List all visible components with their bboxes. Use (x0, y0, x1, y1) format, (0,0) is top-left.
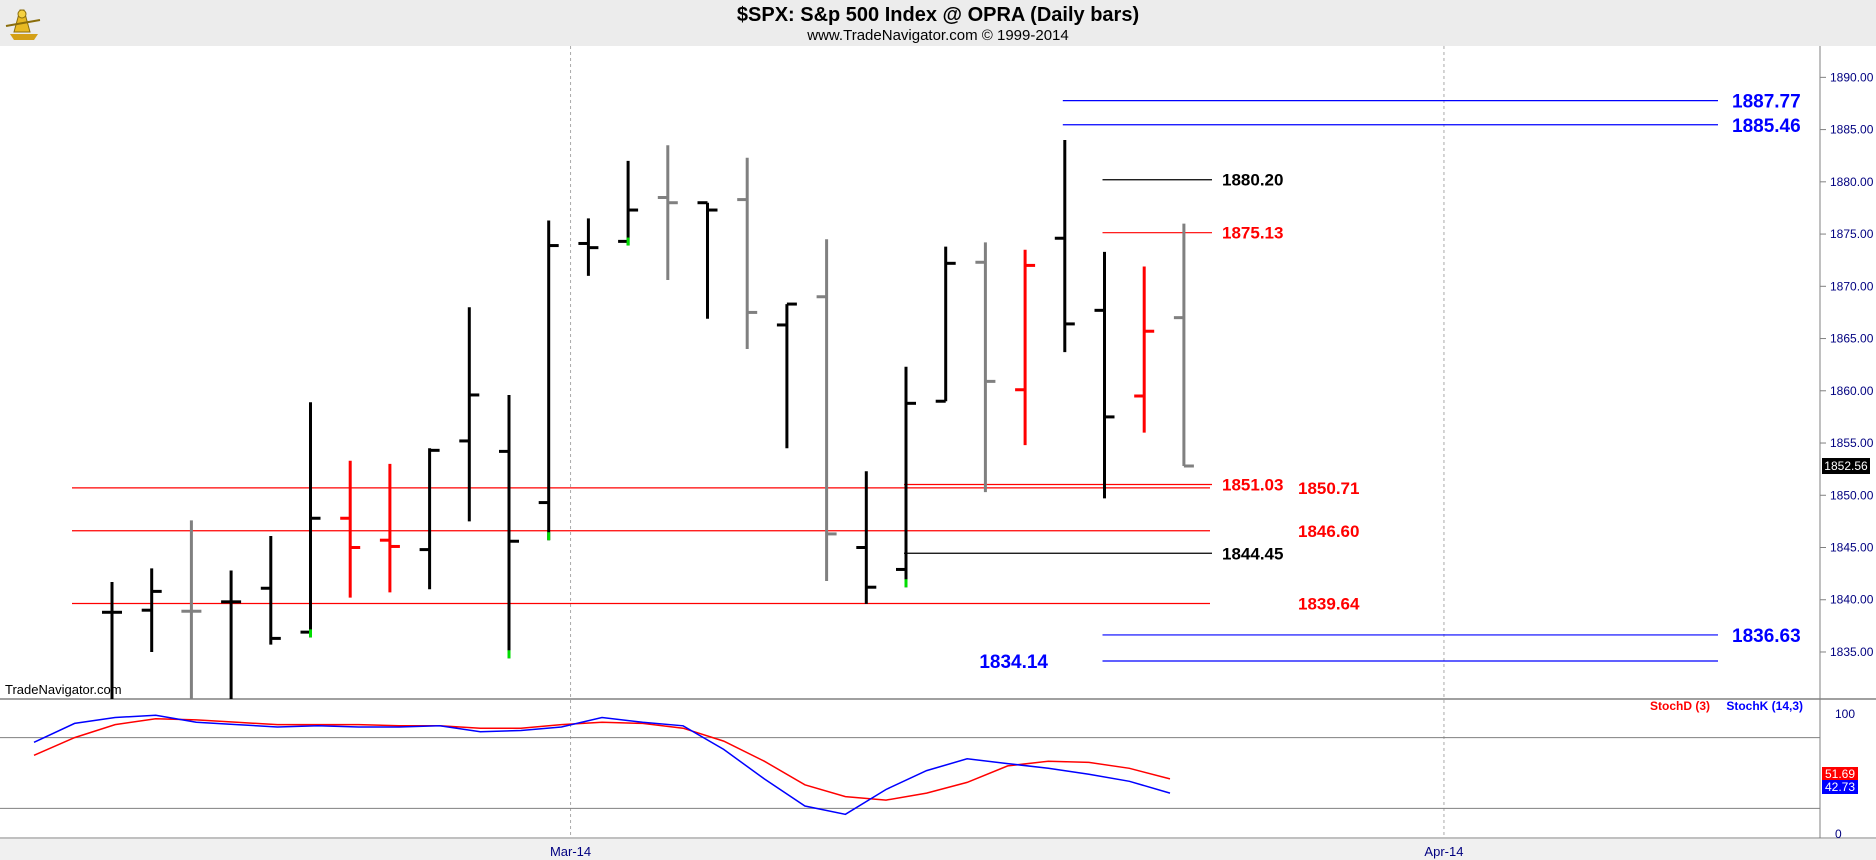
stochk-value-tag (1822, 780, 1858, 794)
level-label: 1851.03 (1222, 476, 1283, 495)
last-price-tag (1822, 458, 1870, 475)
stochd-legend: StochD (3) (1650, 699, 1710, 713)
y-tick-label: 1865.00 (1830, 332, 1874, 346)
y-tick-label: 1855.00 (1830, 436, 1874, 450)
title-bar (0, 0, 1876, 46)
level-label: 1846.60 (1298, 522, 1359, 541)
price-panel (0, 46, 1820, 699)
stochk-value-label: 42.73 (1825, 780, 1855, 794)
time-axis-band (0, 839, 1876, 860)
watermark: TradeNavigator.com (5, 682, 122, 697)
stochk-line (33, 714, 1171, 816)
level-label: 1844.45 (1222, 544, 1283, 563)
level-label: 1875.13 (1222, 224, 1283, 243)
level-label: 1839.64 (1298, 595, 1360, 614)
last-price-label: 1852.56 (1824, 459, 1868, 473)
stoch-tick-label: 100 (1835, 707, 1855, 721)
stochd-line (33, 717, 1171, 801)
stochd-value-tag (1822, 767, 1858, 781)
stochd-value-label: 51.69 (1825, 767, 1855, 781)
chart-title: $SPX: S&p 500 Index @ OPRA (Daily bars) (737, 4, 1139, 26)
y-tick-label: 1835.00 (1830, 645, 1874, 659)
trade-navigator-logo-icon[interactable] (5, 9, 41, 40)
level-label: 1887.77 (1732, 92, 1801, 113)
stoch-tick-label: 0 (1835, 827, 1842, 841)
y-tick-label: 1860.00 (1830, 384, 1874, 398)
y-tick-label: 1840.00 (1830, 593, 1874, 607)
chart-subtitle: www.TradeNavigator.com © 1999-2014 (806, 27, 1068, 44)
level-label: 1850.71 (1298, 479, 1359, 498)
stochk-legend: StochK (14,3) (1726, 699, 1803, 713)
y-tick-label: 1875.00 (1830, 227, 1874, 241)
y-tick-label: 1880.00 (1830, 175, 1874, 189)
x-tick-label: Mar-14 (550, 844, 591, 859)
level-label: 1834.14 (979, 652, 1048, 673)
level-label: 1885.46 (1732, 116, 1801, 137)
level-label: 1836.63 (1732, 626, 1801, 647)
x-tick-label: Apr-14 (1424, 844, 1463, 859)
y-tick-label: 1885.00 (1830, 123, 1874, 137)
y-tick-label: 1850.00 (1830, 488, 1874, 502)
level-label: 1880.20 (1222, 171, 1283, 190)
y-tick-label: 1890.00 (1830, 70, 1874, 84)
y-tick-label: 1845.00 (1830, 541, 1874, 555)
y-tick-label: 1870.00 (1830, 279, 1874, 293)
